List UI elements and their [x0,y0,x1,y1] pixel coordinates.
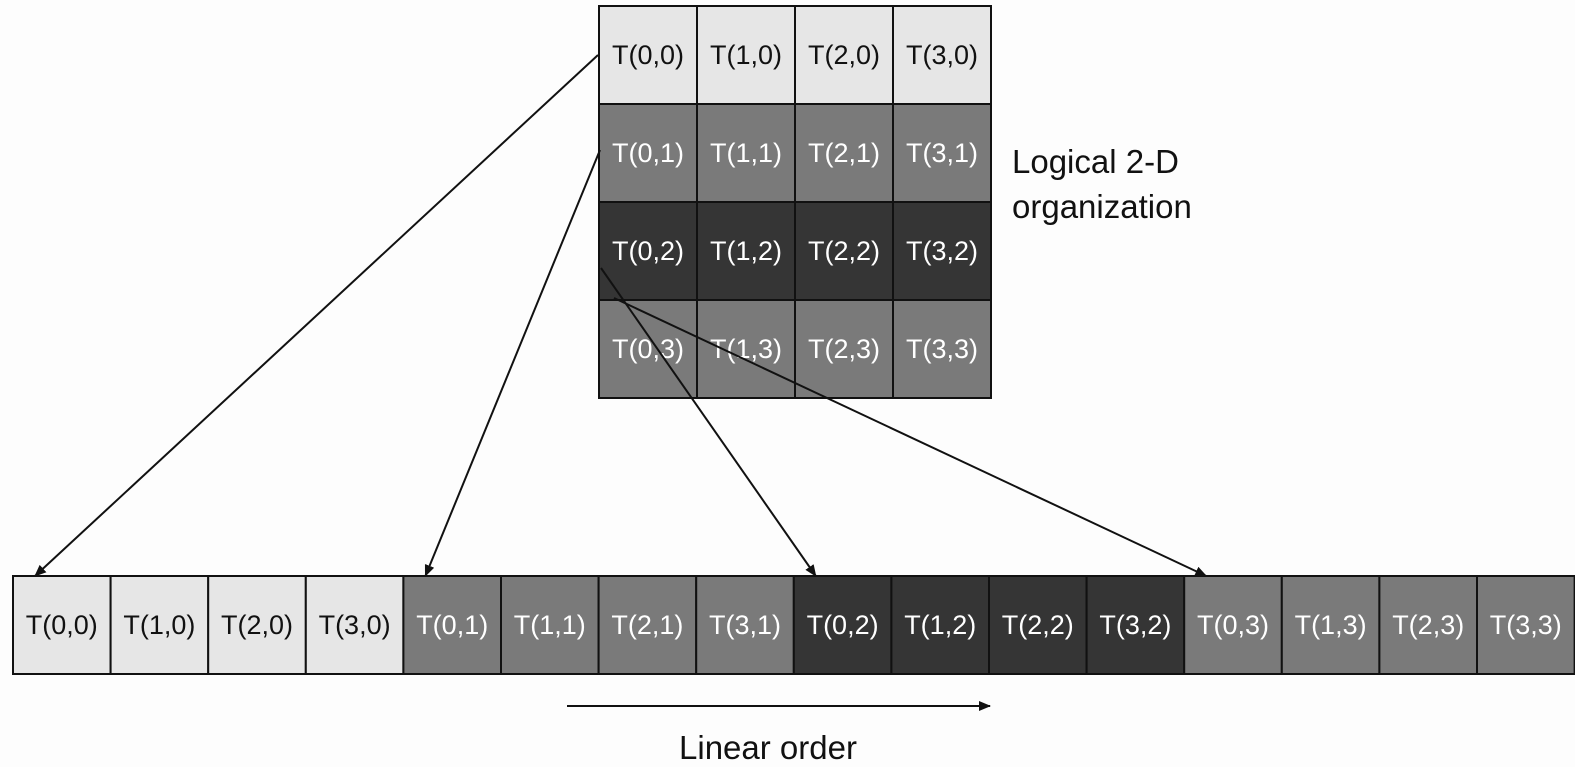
linear-memory-row: T(0,0) T(1,0) T(2,0) T(3,0) T(0,1) T(1,1) T(2,… [12,575,1575,675]
linear-cell: T(0,3) [1183,575,1283,675]
mapping-arrow [613,297,1208,577]
linear-cell: T(0,1) [402,575,502,675]
grid-cell: T(1,2) [696,201,796,301]
logical-2d-grid: T(0,0) T(1,0) T(2,0) T(3,0) T(0,1) T(1,1) T(2,… [598,5,992,399]
linear-cell-label: T(1,2) [904,610,976,640]
grid-cell-label: T(0,1) [612,138,684,168]
grid-cell-label: T(1,1) [710,138,782,168]
linear-cell-label: T(0,0) [26,610,98,640]
grid-cell: T(1,0) [696,5,796,105]
grid-cell-label: T(3,2) [906,236,978,266]
grid-cell-label: T(2,0) [808,40,880,70]
grid-cell-label: T(0,0) [612,40,684,70]
linear-cell: T(1,0) [109,575,210,675]
linear-cell-label: T(2,0) [221,610,293,640]
linear-cell-label: T(0,1) [416,610,488,640]
grid-cell: T(3,1) [892,103,992,203]
logical-organization-label-line2: organization [1012,188,1192,225]
linear-cell-label: T(1,0) [123,610,195,640]
linear-cell-label: T(1,3) [1295,610,1367,640]
linear-cell-label: T(3,0) [319,610,391,640]
linear-cell-label: T(1,1) [514,610,586,640]
mapping-arrows [34,54,1208,577]
linear-cell: T(2,1) [597,575,698,675]
linear-cell-label: T(0,2) [807,610,879,640]
grid-cell-label: T(2,2) [808,236,880,266]
grid-cell-label: T(0,3) [612,334,684,364]
mapping-arrow [424,149,601,577]
grid-cell: T(2,1) [794,103,894,203]
grid-cell-label: T(2,3) [808,334,880,364]
mapping-arrow [600,267,817,577]
linear-cell: T(3,3) [1476,575,1575,675]
mapping-arrow [34,54,599,577]
grid-cell: T(1,1) [696,103,796,203]
linear-order-label: Linear order [679,729,857,766]
linear-cell-label: T(2,3) [1392,610,1464,640]
grid-cell-label: T(1,2) [710,236,782,266]
logical-organization-label-line1: Logical 2-D [1012,143,1179,180]
linear-cell: T(3,0) [304,575,405,675]
linear-cell-label: T(3,1) [709,610,781,640]
grid-cell: T(3,0) [892,5,992,105]
grid-cell: T(3,3) [892,299,992,399]
grid-cell: T(2,0) [794,5,894,105]
grid-cell-label: T(0,2) [612,236,684,266]
grid-cell-label: T(3,3) [906,334,978,364]
grid-cell-label: T(3,0) [906,40,978,70]
grid-cell: T(0,1) [598,103,698,203]
linear-cell-label: T(3,3) [1490,610,1562,640]
linear-cell-label: T(2,1) [611,610,683,640]
linear-cell-label: T(0,3) [1197,610,1269,640]
linear-cell: T(2,3) [1378,575,1479,675]
linear-cell: T(2,0) [207,575,307,675]
linear-cell-label: T(3,2) [1099,610,1171,640]
linear-cell: T(1,2) [890,575,991,675]
linear-cell: T(1,3) [1280,575,1381,675]
grid-cell-label: T(1,0) [710,40,782,70]
linear-cell: T(3,2) [1085,575,1186,675]
grid-cell-label: T(2,1) [808,138,880,168]
grid-cell: T(2,2) [794,201,894,301]
linear-cell-label: T(2,2) [1002,610,1074,640]
linear-cell: T(0,2) [792,575,893,675]
grid-cell: T(0,3) [598,299,698,399]
grid-cell-label: T(3,1) [906,138,978,168]
linear-cell: T(1,1) [500,575,600,675]
grid-cell: T(1,3) [696,299,796,399]
grid-cell: T(2,3) [794,299,894,399]
linear-cell: T(3,1) [695,575,795,675]
linear-cell: T(2,2) [988,575,1088,675]
grid-cell: T(3,2) [892,201,992,301]
grid-cell: T(0,0) [598,5,698,105]
linear-cell: T(0,0) [12,575,112,675]
